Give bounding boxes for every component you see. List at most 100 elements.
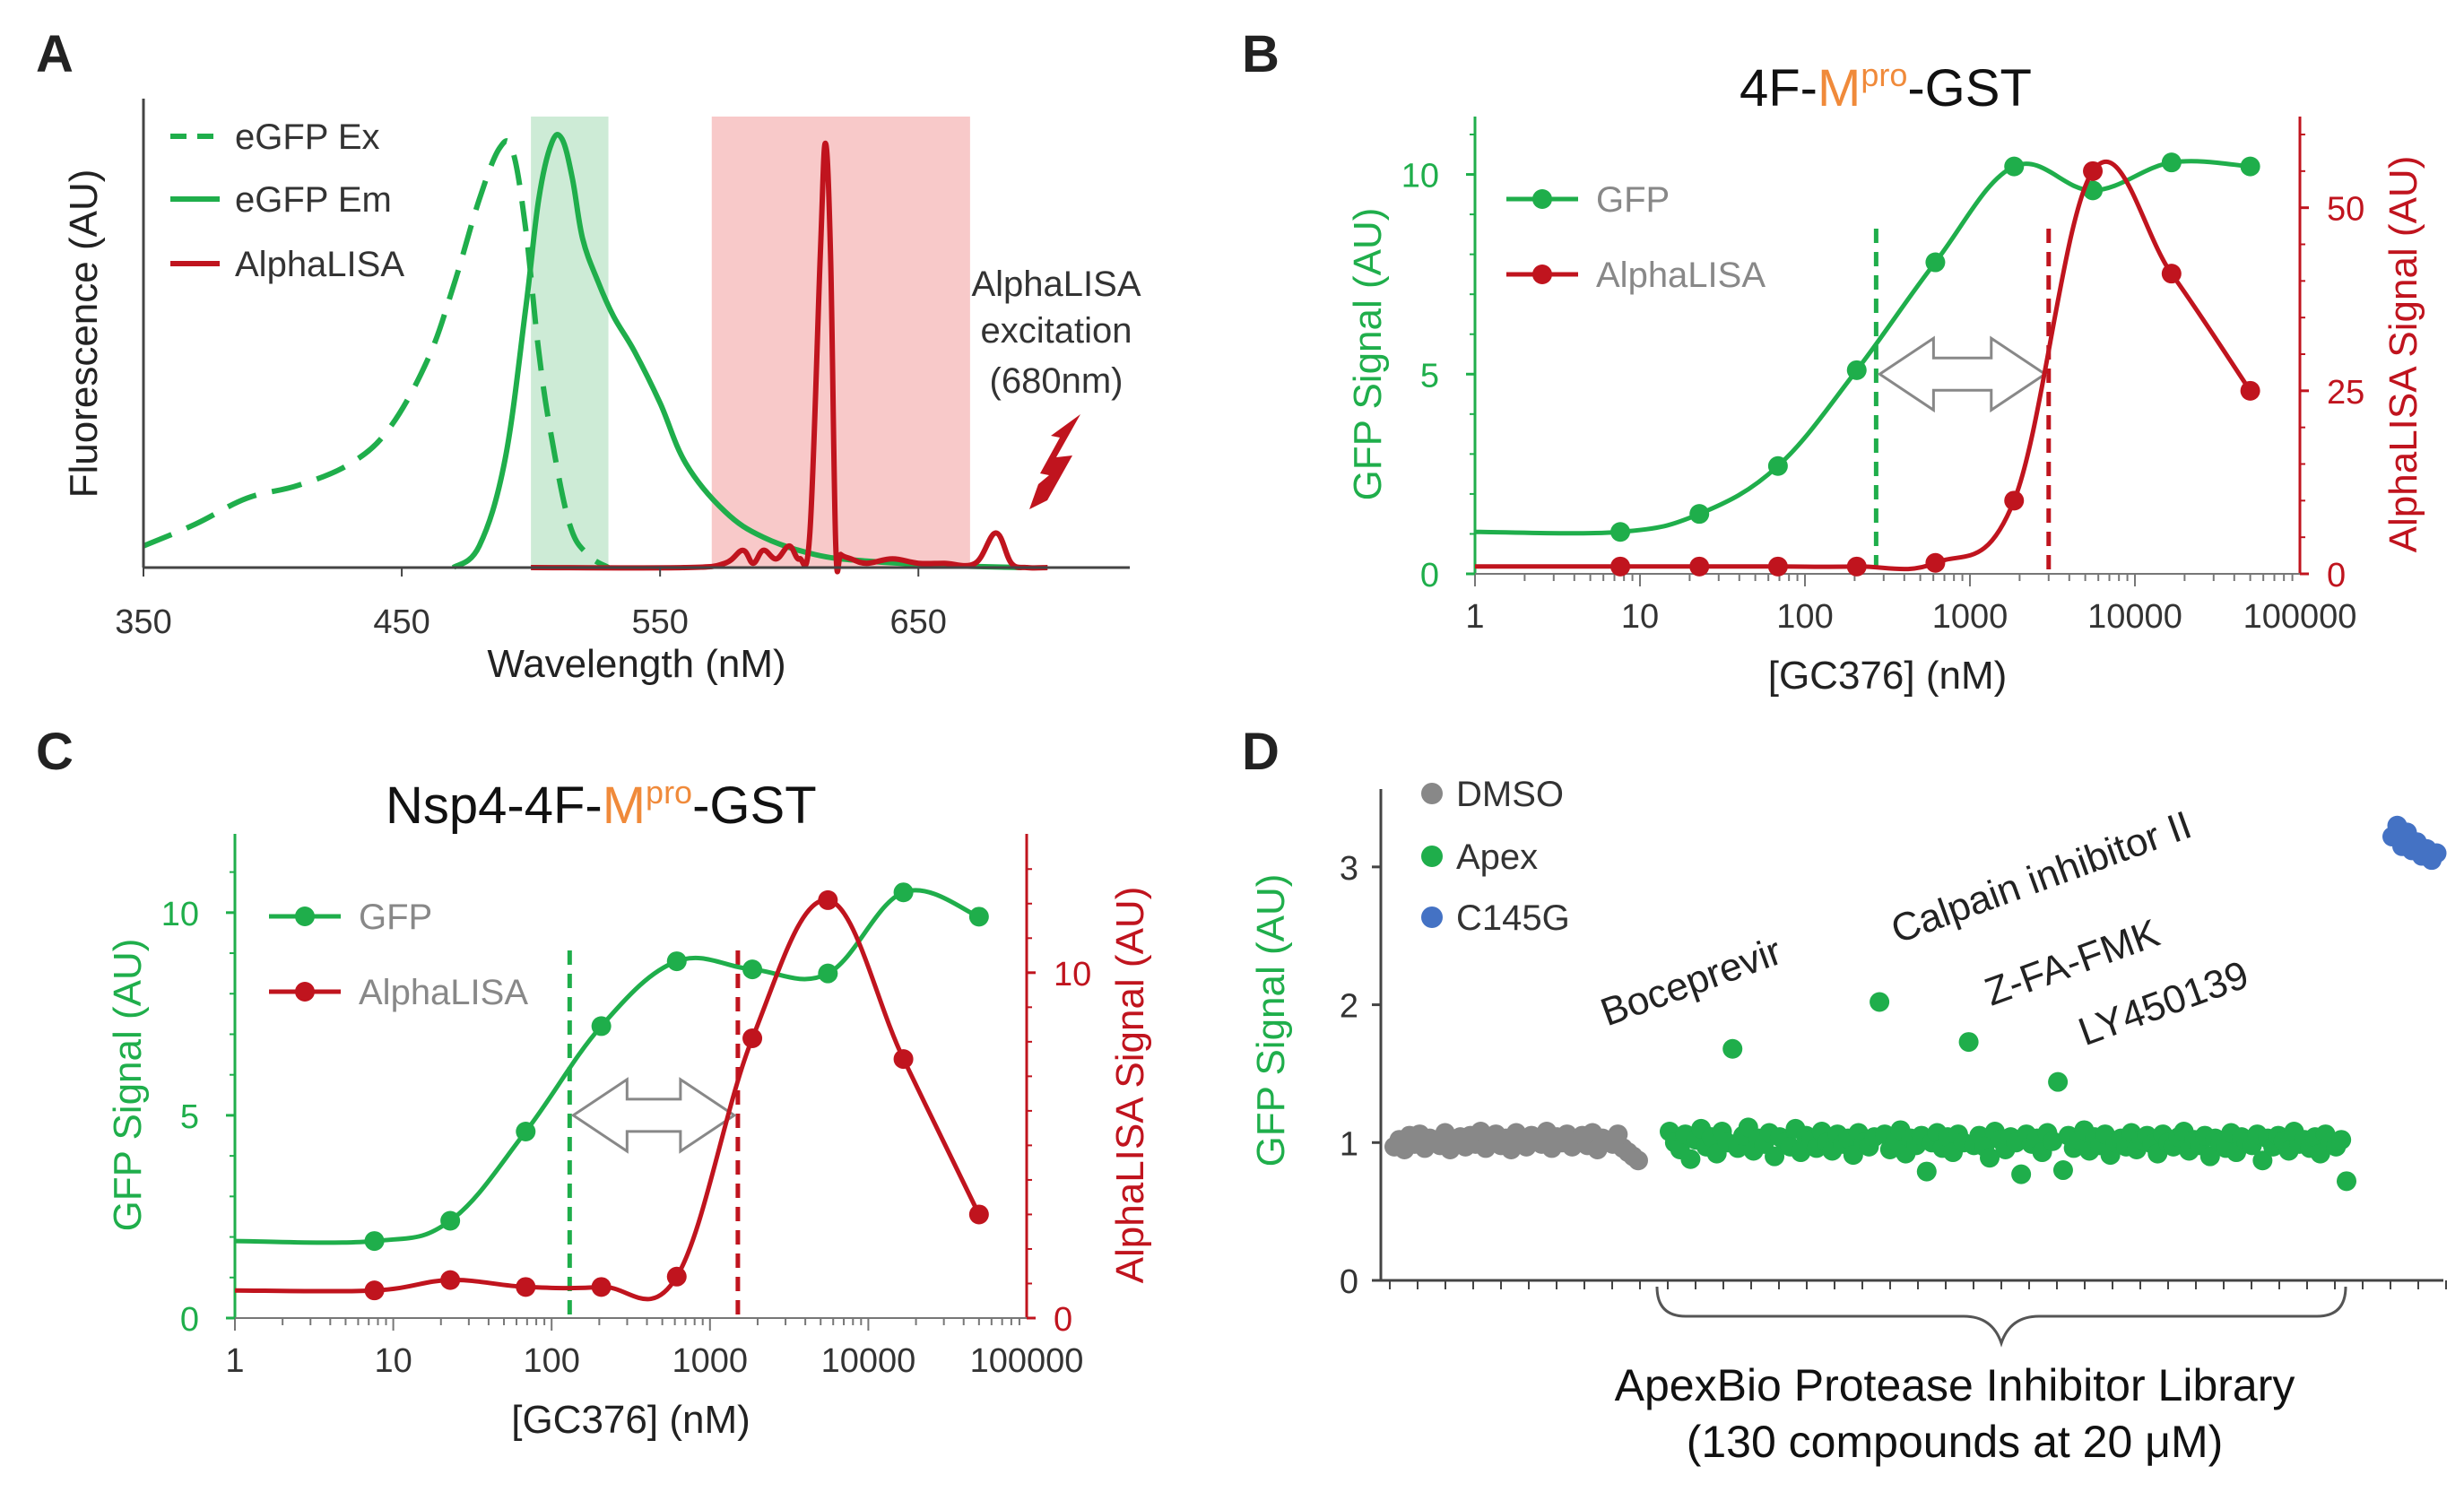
point-alphalisa (2083, 160, 2104, 181)
y-axis-label: GFP Signal (AU) (1346, 208, 1390, 501)
legend-dot-apex (1421, 846, 1443, 867)
legend-apex: Apex (1456, 837, 1538, 877)
point-alphalisa (818, 889, 838, 910)
legend-dmso: DMSO (1456, 775, 1564, 814)
legend-egfp-ex: eGFP Ex (235, 117, 380, 157)
a-x-tick: 450 (373, 603, 429, 641)
d-y-tick-label: 1 (1340, 1125, 1358, 1163)
x-tick-label: 1000 (672, 1342, 749, 1380)
d-y-tick-label: 3 (1340, 850, 1358, 888)
x-tick-label: 100000 (2243, 598, 2357, 636)
lightning-icon (1029, 414, 1080, 509)
x-tick-label: 1000 (1932, 598, 2009, 636)
a-annotation-line2: excitation (981, 311, 1132, 351)
point-gfp (893, 882, 914, 903)
point-apex (2043, 1131, 2063, 1151)
point-alphalisa (742, 1028, 763, 1048)
a-series-egfp-ex (142, 138, 611, 570)
point-gfp (968, 906, 989, 927)
a-x-tick: 650 (890, 603, 947, 641)
point-gfp (1610, 522, 1631, 542)
x-tick-label: 10000 (821, 1342, 916, 1380)
d-y-tick-label: 2 (1340, 988, 1358, 1026)
y-tick-label: 10 (1401, 158, 1439, 195)
library-label-line2: (130 compounds at 20 μM) (1687, 1417, 2224, 1467)
shift-arrow-icon (1877, 335, 2048, 413)
point-apex (1916, 1161, 1937, 1182)
point-alphalisa (364, 1280, 385, 1301)
point-gfp (1767, 455, 1788, 476)
point-gfp (1846, 360, 1867, 380)
d-legend: DMSO Apex C145G (1421, 775, 1570, 938)
red-band (711, 117, 970, 568)
series-alphalisa (1474, 160, 2252, 572)
legend-marker-gfp (1532, 189, 1552, 209)
point-alphalisa (516, 1277, 536, 1297)
point-dmso (1628, 1150, 1648, 1171)
point-c145g (2426, 843, 2447, 863)
point-alphalisa (1925, 552, 1946, 573)
legend-dot-c145g (1421, 906, 1443, 928)
point-alphalisa (2240, 380, 2260, 401)
point-gfp (1689, 504, 1710, 525)
point-alphalisa (1689, 556, 1710, 577)
x-tick-label: 1 (1465, 598, 1484, 636)
point-gfp (666, 951, 687, 972)
point-alphalisa (1846, 556, 1867, 577)
b-title: 4F-Mpro-GST (1740, 56, 2032, 117)
y2-tick-label: 50 (2327, 191, 2364, 229)
point-alphalisa (2161, 264, 2182, 284)
point-alphalisa (1610, 556, 1631, 577)
y-tick-label: 10 (161, 896, 199, 933)
panel-b: B 4F-Mpro-GST 1 10 100 1000 10000 10000005100… (1242, 25, 2425, 698)
x-tick-label: 10 (1621, 598, 1659, 636)
point-gfp (516, 1122, 536, 1141)
a-legend: eGFP Ex eGFP Em AlphaLISA (170, 117, 404, 284)
y2-axis-label: AlphaLISA Signal (AU) (2382, 156, 2425, 553)
y-tick-label: 5 (1420, 357, 1439, 395)
point-apex (2048, 1071, 2069, 1092)
point-gfp (2004, 156, 2025, 177)
y-tick-label: 0 (180, 1301, 199, 1339)
x-tick-label: 100 (523, 1342, 579, 1380)
legend-dot-dmso (1421, 783, 1443, 804)
panel-letter-b: B (1242, 25, 1280, 83)
point-apex (2331, 1130, 2352, 1150)
panel-a: A 350 450 550 650 Wavelength (nM) Fluoresce… (36, 25, 1141, 686)
point-apex (2052, 1160, 2073, 1181)
a-series-egfp-em (451, 132, 1022, 570)
green-band (531, 117, 609, 568)
point-gfp (742, 959, 763, 980)
a-annotation-line1: AlphaLISA (971, 265, 1141, 304)
series-gfp (234, 888, 980, 1245)
point-alphalisa (440, 1270, 461, 1290)
legend-marker-alphalisa (1532, 265, 1552, 284)
point-apex (1980, 1148, 2000, 1168)
point-apex (1958, 1032, 1979, 1053)
d-y-label: GFP Signal (AU) (1249, 874, 1293, 1167)
y2-tick-label: 10 (1054, 956, 1091, 993)
point-gfp (591, 1016, 612, 1037)
x-axis-label: [GC376] (nM) (511, 1398, 750, 1442)
compound-label: Boceprevir (1595, 929, 1787, 1035)
y-axis-label: GFP Signal (AU) (106, 939, 150, 1232)
x-tick-label: 100 (1776, 598, 1833, 636)
x-axis-label: [GC376] (nM) (1768, 654, 2008, 698)
legend-label-alphalisa: AlphaLISA (1596, 256, 1766, 295)
x-tick-label: 10 (374, 1342, 412, 1380)
library-label-line1: ApexBio Protease Inhibitor Library (1615, 1360, 2295, 1410)
x-tick-label: 100000 (970, 1342, 1084, 1380)
d-y-tick-label: 0 (1340, 1263, 1358, 1301)
panel-letter-a: A (36, 25, 74, 83)
library-brace (1655, 1286, 2347, 1348)
y-tick-label: 5 (180, 1098, 199, 1136)
point-alphalisa (968, 1204, 989, 1225)
point-apex (2199, 1146, 2220, 1167)
point-alphalisa (591, 1277, 612, 1297)
legend-label-gfp: GFP (1596, 180, 1670, 220)
y-tick-label: 0 (1420, 557, 1439, 594)
y2-tick-label: 0 (1054, 1301, 1072, 1339)
series-gfp (1474, 159, 2251, 536)
point-gfp (440, 1210, 461, 1231)
